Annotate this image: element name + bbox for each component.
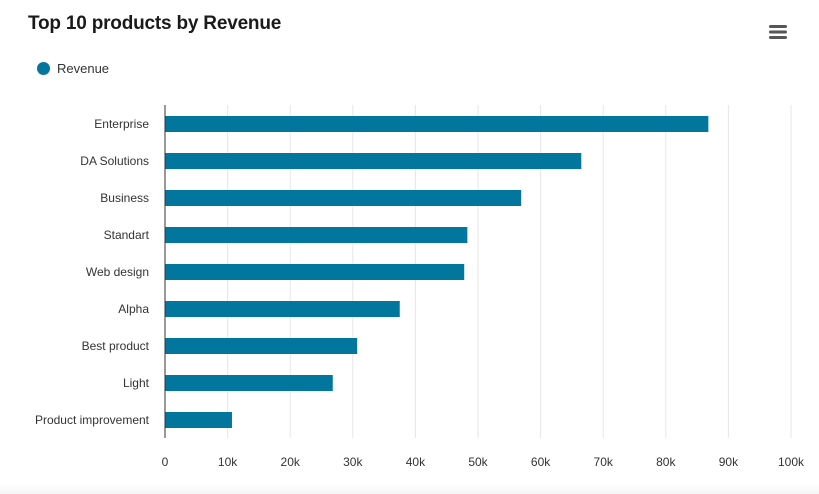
bar[interactable] bbox=[165, 264, 465, 280]
legend-item-revenue[interactable]: Revenue bbox=[37, 61, 109, 76]
category-label: Standart bbox=[104, 228, 150, 242]
x-tick-label: 20k bbox=[281, 455, 301, 469]
x-tick-label: 60k bbox=[531, 455, 551, 469]
legend-label: Revenue bbox=[57, 61, 110, 76]
bar[interactable] bbox=[165, 227, 468, 243]
x-tick-label: 100k bbox=[778, 455, 805, 469]
category-label: Web design bbox=[86, 265, 149, 279]
bar[interactable] bbox=[165, 338, 358, 354]
category-label: DA Solutions bbox=[80, 154, 149, 168]
chart-menu-button[interactable] bbox=[765, 21, 791, 43]
x-tick-label: 0 bbox=[162, 455, 169, 469]
bar[interactable] bbox=[165, 375, 333, 391]
category-label: Light bbox=[123, 376, 150, 390]
category-label: Alpha bbox=[118, 302, 149, 316]
bar[interactable] bbox=[165, 116, 709, 132]
chart-title: Top 10 products by Revenue bbox=[28, 13, 282, 34]
x-tick-label: 10k bbox=[218, 455, 238, 469]
category-label: Best product bbox=[82, 339, 150, 353]
x-tick-label: 70k bbox=[594, 455, 614, 469]
bar[interactable] bbox=[165, 190, 522, 206]
category-label: Product improvement bbox=[35, 413, 150, 427]
hamburger-menu-icon bbox=[769, 25, 787, 39]
bottom-shadow bbox=[0, 484, 819, 494]
x-tick-labels: 0 10k 20k 30k 40k 50k 60k 70k 80k 90k 100k bbox=[162, 455, 805, 469]
category-label: Enterprise bbox=[94, 117, 149, 131]
x-tick-label: 40k bbox=[406, 455, 426, 469]
x-tick-label: 50k bbox=[468, 455, 488, 469]
bar[interactable] bbox=[165, 412, 232, 428]
bar[interactable] bbox=[165, 153, 582, 169]
legend-marker bbox=[37, 62, 50, 75]
x-tick-label: 90k bbox=[719, 455, 739, 469]
category-label: Business bbox=[100, 191, 149, 205]
x-tick-label: 80k bbox=[656, 455, 676, 469]
bar[interactable] bbox=[165, 301, 400, 317]
category-labels: Enterprise DA Solutions Business Standart We… bbox=[35, 117, 150, 427]
bars bbox=[165, 116, 709, 428]
x-tick-label: 30k bbox=[343, 455, 363, 469]
